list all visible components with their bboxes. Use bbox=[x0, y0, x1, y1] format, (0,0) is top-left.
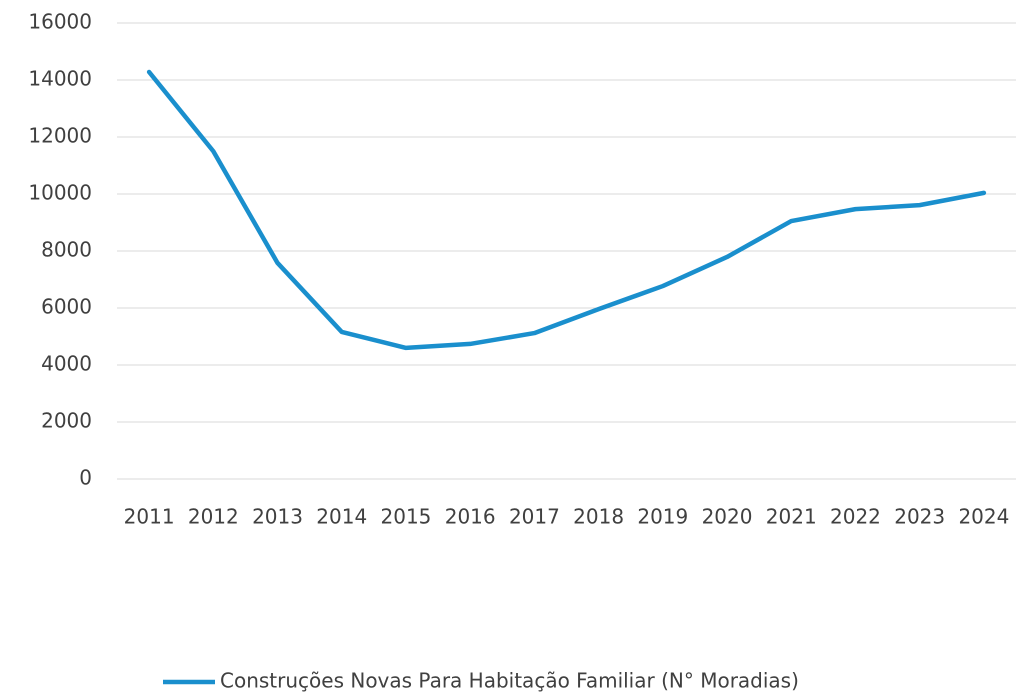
y-tick-label: 0 bbox=[79, 466, 92, 490]
x-tick-label: 2018 bbox=[573, 505, 624, 529]
y-tick-label: 8000 bbox=[41, 238, 92, 262]
y-tick-label: 12000 bbox=[28, 124, 92, 148]
x-tick-label: 2013 bbox=[252, 505, 303, 529]
x-tick-label: 2020 bbox=[702, 505, 753, 529]
x-tick-label: 2019 bbox=[637, 505, 688, 529]
x-tick-label: 2024 bbox=[958, 505, 1009, 529]
x-tick-label: 2016 bbox=[445, 505, 496, 529]
x-tick-label: 2012 bbox=[188, 505, 239, 529]
y-tick-label: 4000 bbox=[41, 352, 92, 376]
y-tick-label: 6000 bbox=[41, 295, 92, 319]
legend-label: Construções Novas Para Habitação Familia… bbox=[220, 669, 799, 693]
data-line bbox=[146, 69, 987, 351]
y-tick-label: 16000 bbox=[28, 10, 92, 34]
x-tick-label: 2015 bbox=[381, 505, 432, 529]
x-tick-label: 2021 bbox=[766, 505, 817, 529]
y-tick-label: 2000 bbox=[41, 409, 92, 433]
x-tick-label: 2023 bbox=[894, 505, 945, 529]
y-tick-label: 10000 bbox=[28, 181, 92, 205]
x-tick-label: 2017 bbox=[509, 505, 560, 529]
y-tick-label: 14000 bbox=[28, 67, 92, 91]
x-tick-label: 2011 bbox=[124, 505, 175, 529]
x-tick-label: 2022 bbox=[830, 505, 881, 529]
x-tick-label: 2014 bbox=[316, 505, 367, 529]
